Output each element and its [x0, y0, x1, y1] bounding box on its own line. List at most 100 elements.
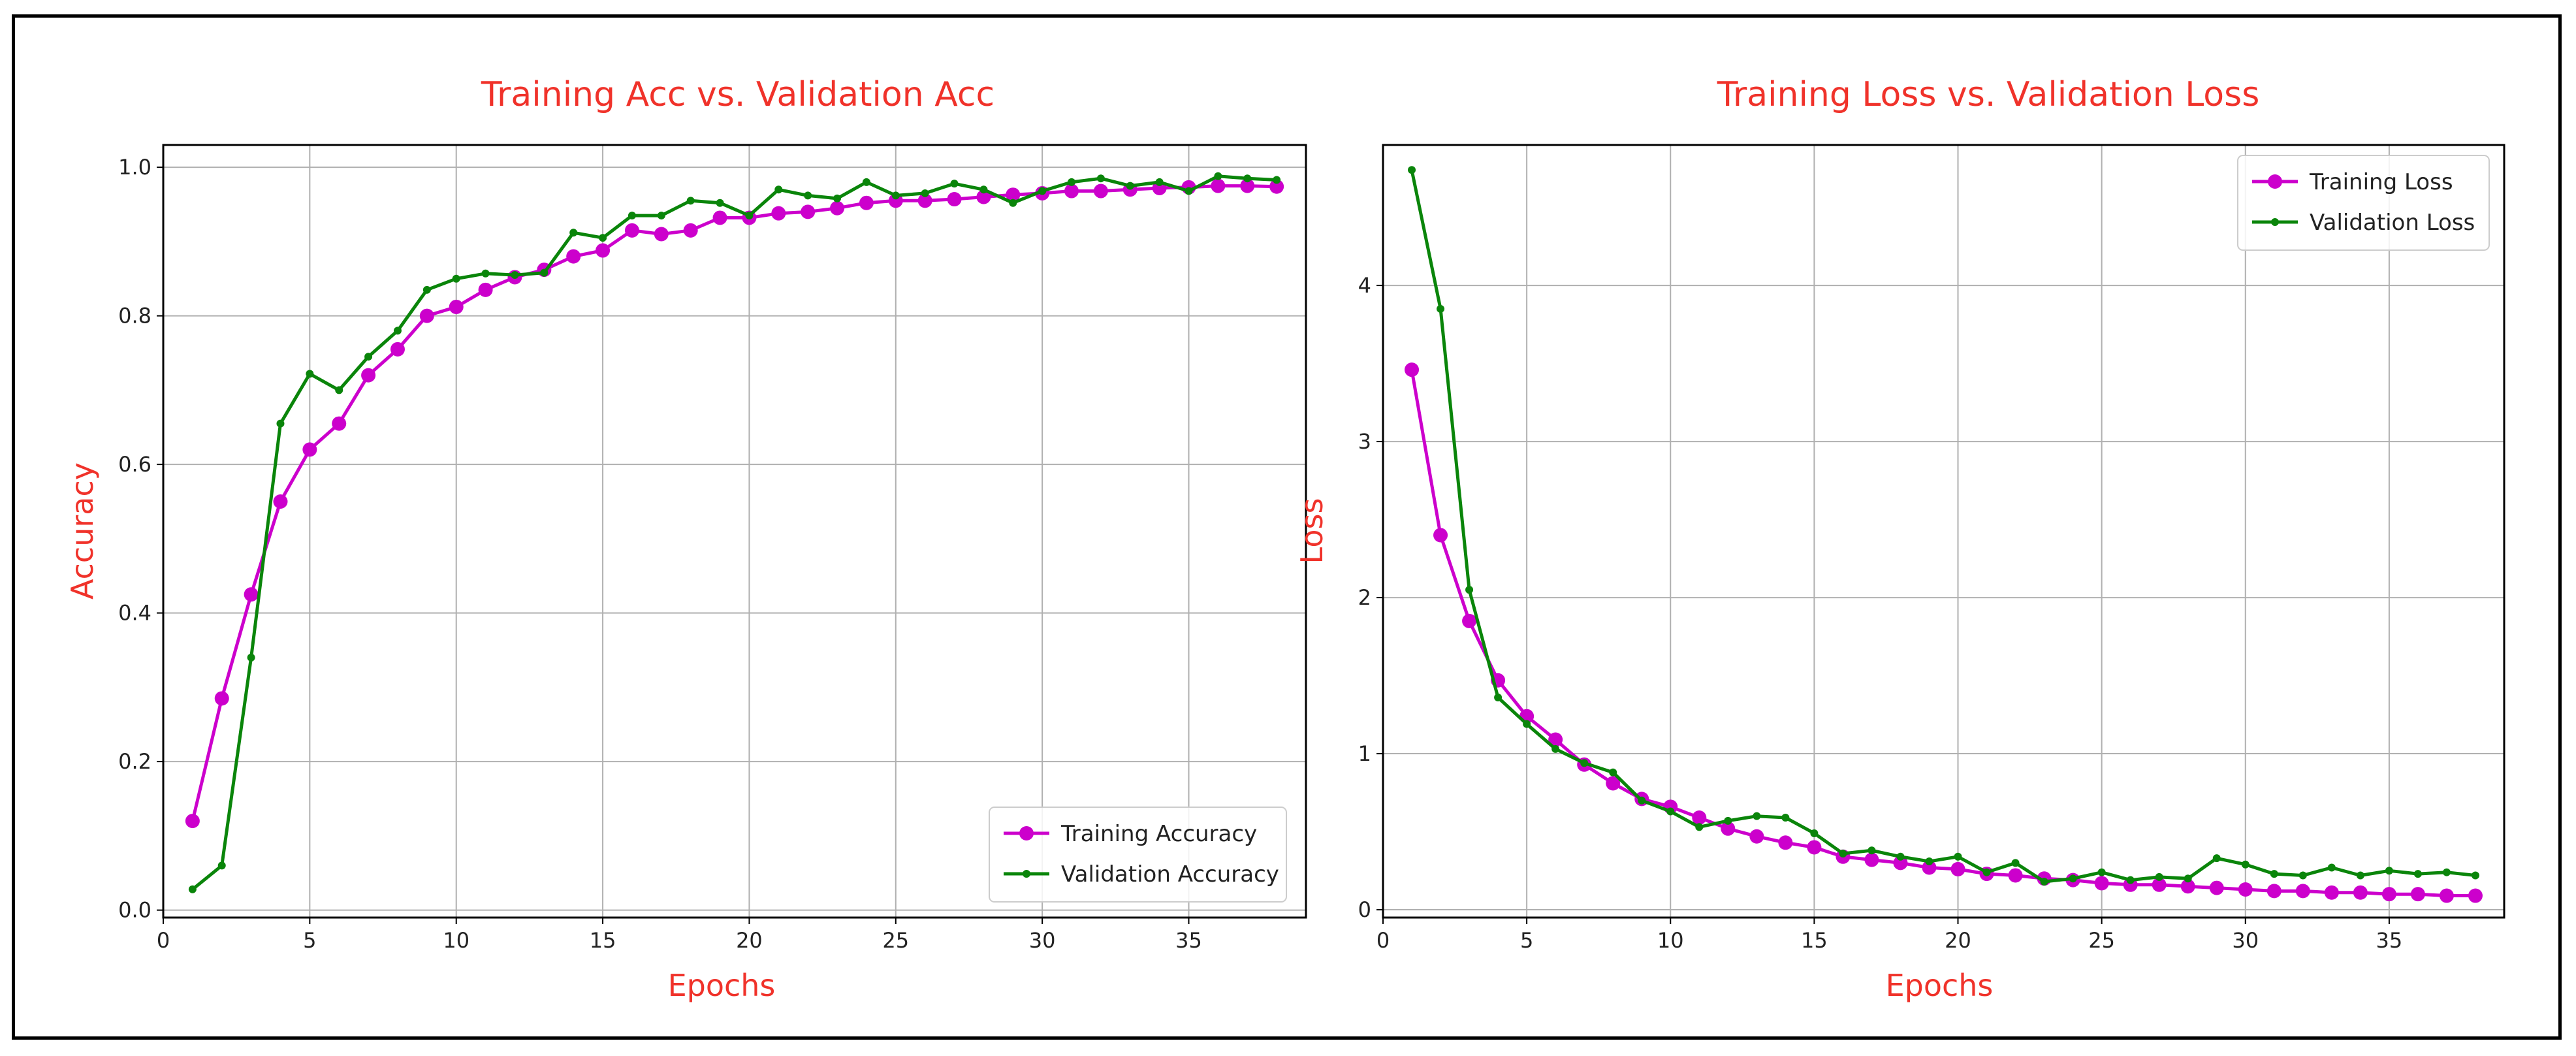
validation-loss-legend-label: Validation Loss	[2310, 210, 2475, 236]
validation-accuracy-point	[422, 285, 431, 294]
validation-loss-point	[1954, 852, 1962, 861]
validation-loss-point	[1523, 720, 1531, 728]
accuracy-y-tick-label: 0.4	[118, 601, 151, 626]
training-accuracy-point	[185, 814, 200, 829]
validation-accuracy-point	[188, 885, 197, 893]
training-accuracy-point	[1064, 184, 1079, 199]
validation-loss-point	[2069, 874, 2077, 883]
validation-loss-point	[1753, 812, 1761, 820]
accuracy-x-tick-label: 10	[443, 928, 469, 953]
validation-loss-point	[2356, 871, 2364, 880]
loss-chart-title: Training Loss vs. Validation Loss	[1717, 75, 2260, 114]
validation-loss-point	[1551, 744, 1560, 753]
validation-loss-point	[2471, 871, 2479, 880]
validation-accuracy-legend-marker	[1023, 870, 1030, 878]
training-accuracy-point	[332, 416, 347, 431]
training-accuracy-point	[390, 342, 405, 357]
validation-accuracy-point	[1155, 178, 1164, 186]
validation-loss-point	[2126, 876, 2135, 884]
validation-accuracy-point	[247, 653, 255, 662]
validation-loss-point	[1666, 807, 1675, 816]
training-loss-point	[2468, 888, 2483, 903]
validation-loss-point	[1810, 829, 1819, 837]
training-loss-point	[2094, 876, 2109, 891]
loss-x-axis-label: Epochs	[1886, 968, 1994, 1003]
validation-accuracy-point	[1038, 187, 1047, 195]
accuracy-axes-frame	[162, 144, 1307, 919]
training-loss-legend-marker	[2268, 174, 2282, 189]
validation-loss-point	[2212, 854, 2221, 863]
training-accuracy-legend-label: Training Accuracy	[1060, 821, 1257, 847]
loss-y-tick-label: 2	[1358, 585, 1371, 610]
validation-loss-point	[1868, 846, 1876, 855]
training-accuracy-point	[302, 442, 317, 457]
accuracy-x-tick-label: 15	[590, 928, 616, 953]
training-loss-point	[2353, 885, 2368, 900]
validation-accuracy-point	[657, 212, 665, 220]
validation-accuracy-point	[1126, 182, 1134, 190]
validation-accuracy-point	[1185, 187, 1193, 195]
validation-accuracy-point	[979, 185, 988, 194]
validation-accuracy-point	[452, 274, 460, 283]
validation-loss-point	[2155, 872, 2163, 881]
loss-legend: Training Loss Validation Loss	[2237, 155, 2490, 251]
training-loss-point	[1864, 852, 1879, 867]
loss-plot-area	[1383, 145, 2504, 918]
validation-accuracy-point	[511, 271, 519, 280]
training-accuracy-point	[566, 249, 581, 264]
validation-loss-point	[1695, 823, 1704, 831]
training-accuracy-point	[1211, 178, 1226, 193]
validation-accuracy-point	[276, 419, 285, 428]
validation-accuracy-point	[862, 178, 870, 186]
validation-loss-point	[1925, 857, 1933, 865]
accuracy-plot-area	[163, 145, 1306, 918]
loss-x-tick-label: 15	[1801, 928, 1828, 953]
validation-loss-point	[1839, 850, 1847, 858]
loss-x-tick-label: 35	[2376, 928, 2403, 953]
validation-loss-point	[1408, 166, 1416, 174]
accuracy-legend-box	[989, 807, 1287, 903]
training-accuracy-point	[830, 200, 845, 216]
training-loss-point	[2238, 882, 2253, 897]
validation-loss-point	[2097, 868, 2106, 876]
validation-accuracy-point	[628, 212, 636, 220]
training-loss-point	[2209, 880, 2224, 895]
training-loss-point	[1433, 528, 1448, 543]
training-loss-point	[2324, 885, 2339, 900]
accuracy-chart-title: Training Acc vs. Validation Acc	[481, 75, 994, 114]
accuracy-y-tick-label: 0.0	[118, 898, 151, 923]
loss-y-axis-label: Loss	[1294, 498, 1329, 564]
loss-x-tick-label: 30	[2232, 928, 2259, 953]
accuracy-y-tick-label: 0.8	[118, 304, 151, 328]
training-accuracy-point	[771, 206, 786, 221]
training-accuracy-point	[917, 193, 932, 208]
validation-loss-point	[1580, 759, 1589, 767]
validation-loss-point	[1437, 304, 1445, 313]
validation-accuracy-point	[891, 191, 900, 200]
validation-accuracy-point	[1096, 174, 1105, 183]
validation-accuracy-point	[1273, 176, 1281, 184]
loss-legend-box	[2237, 155, 2490, 251]
training-accuracy-legend-marker	[1019, 826, 1034, 840]
training-accuracy-point	[859, 195, 874, 210]
validation-loss-point	[1724, 816, 1732, 825]
validation-accuracy-point	[306, 370, 314, 378]
validation-accuracy-point	[774, 185, 783, 194]
training-loss-legend-label: Training Loss	[2309, 169, 2453, 195]
accuracy-y-tick-label: 0.2	[118, 749, 151, 774]
training-loss-point	[2381, 887, 2396, 902]
loss-x-tick-label: 20	[1945, 928, 1971, 953]
training-accuracy-point	[244, 587, 259, 602]
training-loss-point	[2439, 888, 2454, 903]
validation-loss-point	[1982, 868, 1991, 876]
accuracy-x-tick-label: 35	[1175, 928, 1202, 953]
training-accuracy-point	[712, 210, 727, 225]
loss-y-tick-label: 0	[1358, 897, 1371, 922]
loss-y-tick-label: 3	[1358, 429, 1371, 454]
validation-accuracy-point	[686, 197, 695, 205]
training-loss-point	[1692, 810, 1707, 825]
training-loss-point	[1922, 860, 1937, 875]
validation-loss-point	[2385, 867, 2393, 875]
validation-loss-point	[1638, 796, 1646, 805]
